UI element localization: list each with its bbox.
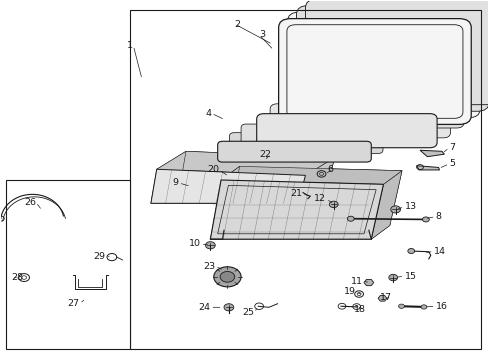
Circle shape [390,206,400,213]
FancyBboxPatch shape [217,141,370,162]
FancyBboxPatch shape [269,104,449,138]
Text: 5: 5 [448,159,454,168]
Text: 14: 14 [433,247,445,256]
Text: 23: 23 [203,262,215,271]
Text: 12: 12 [314,194,326,203]
Circle shape [422,217,428,222]
Bar [130,10,480,348]
Circle shape [329,201,337,208]
Text: 16: 16 [435,302,447,311]
Text: 19: 19 [343,287,355,296]
Text: 2: 2 [234,19,240,28]
Circle shape [346,216,353,221]
Text: 17: 17 [379,293,391,302]
Circle shape [420,305,426,309]
Polygon shape [363,279,373,286]
Polygon shape [151,151,185,203]
Circle shape [205,242,215,249]
Polygon shape [151,185,327,203]
Text: 3: 3 [259,30,264,39]
Polygon shape [416,166,439,170]
Polygon shape [221,166,401,184]
Text: 26: 26 [24,198,36,207]
Polygon shape [210,166,239,239]
Text: 4: 4 [205,109,211,118]
Circle shape [398,304,404,309]
Text: 25: 25 [242,308,254,317]
FancyBboxPatch shape [305,0,488,105]
Circle shape [213,267,241,287]
Text: 28: 28 [11,273,23,282]
Text: 15: 15 [404,271,416,280]
Text: 11: 11 [350,276,362,285]
Circle shape [388,274,397,281]
Polygon shape [228,166,401,226]
Polygon shape [157,151,334,175]
Text: 18: 18 [353,305,365,314]
FancyBboxPatch shape [256,114,436,148]
FancyBboxPatch shape [296,5,488,111]
Text: 20: 20 [207,166,219,175]
Circle shape [220,271,234,282]
Text: 29: 29 [93,252,105,261]
Text: 9: 9 [172,178,178,187]
FancyBboxPatch shape [287,12,479,118]
FancyBboxPatch shape [229,133,382,153]
Polygon shape [370,171,401,239]
Bar [5,180,130,348]
Text: 22: 22 [259,150,271,159]
Text: 6: 6 [326,165,332,174]
Text: 7: 7 [448,143,454,152]
Circle shape [224,304,233,311]
Text: 24: 24 [198,303,210,312]
Text: 21: 21 [289,189,302,198]
Polygon shape [419,150,444,157]
Polygon shape [210,226,389,239]
Polygon shape [298,157,334,203]
FancyBboxPatch shape [241,124,394,145]
Polygon shape [180,151,334,185]
Circle shape [407,248,414,253]
Text: 13: 13 [404,202,416,211]
Polygon shape [151,169,305,203]
Polygon shape [210,180,383,239]
Text: 8: 8 [435,212,441,221]
Text: 10: 10 [188,239,200,248]
Text: 27: 27 [67,299,80,308]
Polygon shape [377,296,386,301]
FancyBboxPatch shape [278,19,470,125]
Text: 1: 1 [127,41,133,50]
FancyBboxPatch shape [283,94,463,128]
